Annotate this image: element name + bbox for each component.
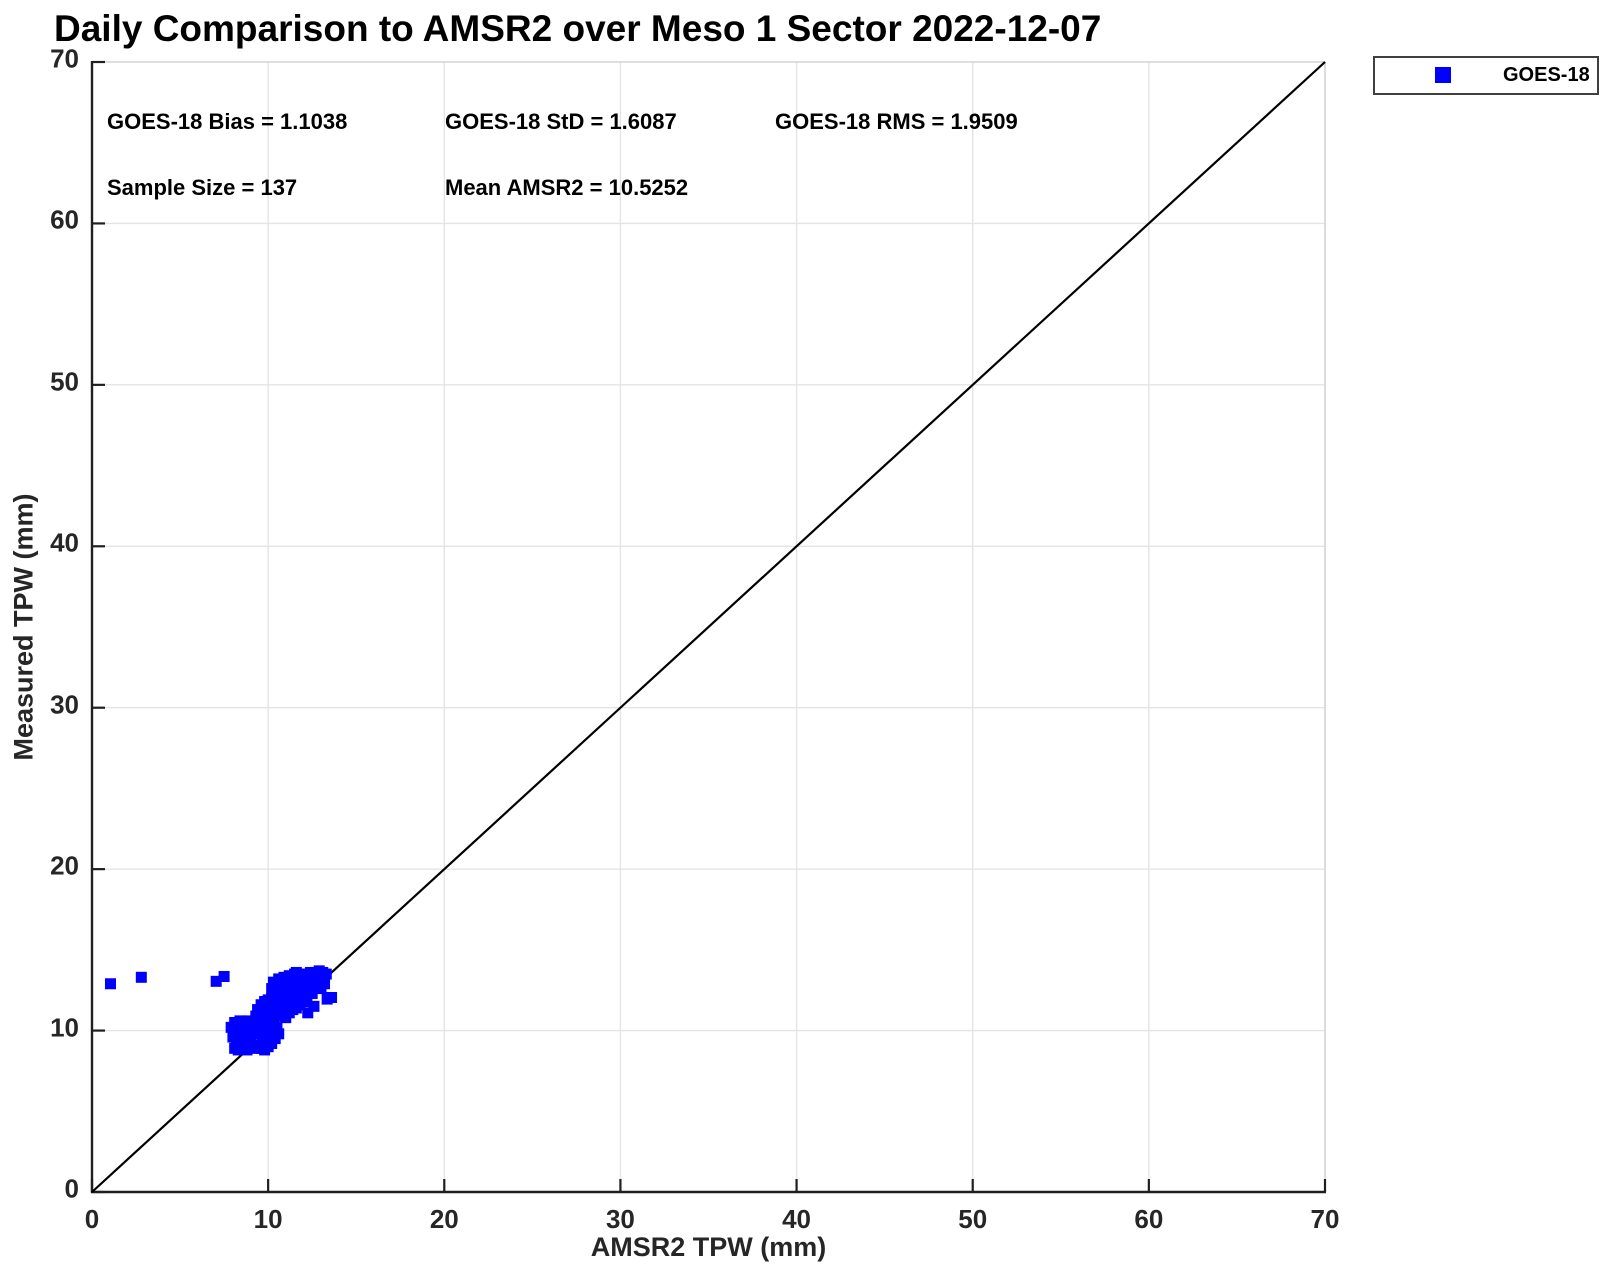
scatter-point <box>241 1044 253 1056</box>
scatter-point <box>320 968 332 980</box>
scatter-point <box>302 1007 314 1019</box>
scatter-point <box>326 991 338 1003</box>
legend-label: GOES-18 <box>1503 64 1590 86</box>
x-tick-label: 50 <box>958 1204 988 1234</box>
y-tick-label: 10 <box>50 1012 79 1043</box>
scatter-point <box>303 987 315 999</box>
y-tick-label: 50 <box>50 366 79 397</box>
scatter-point <box>308 1000 320 1012</box>
y-tick-label: 0 <box>64 1173 79 1204</box>
x-tick-label: 60 <box>1134 1204 1164 1234</box>
scatter-point <box>210 975 222 987</box>
x-tick-label: 20 <box>429 1204 459 1234</box>
x-tick-label: 40 <box>782 1204 812 1234</box>
chart-title: Daily Comparison to AMSR2 over Meso 1 Se… <box>54 8 1102 49</box>
x-tick-label: 10 <box>253 1204 283 1234</box>
stat-annotation: Mean AMSR2 = 10.5252 <box>445 175 689 200</box>
scatter-point <box>273 1028 285 1040</box>
scatter-point <box>319 978 331 990</box>
scatter-point <box>104 978 116 990</box>
stat-annotation: GOES-18 Bias = 1.1038 <box>107 109 348 134</box>
scatter-point <box>218 970 230 982</box>
y-tick-label: 40 <box>50 527 79 558</box>
x-axis-label: AMSR2 TPW (mm) <box>590 1232 827 1262</box>
y-axis-label: Measured TPW (mm) <box>8 493 39 761</box>
x-tick-label: 30 <box>605 1204 635 1234</box>
legend: GOES-18 <box>1373 56 1599 95</box>
scatter-point <box>135 971 147 983</box>
y-tick-label: 30 <box>50 689 79 720</box>
stat-annotation: GOES-18 StD = 1.6087 <box>445 109 677 134</box>
stat-annotation: Sample Size = 137 <box>107 175 298 200</box>
y-tick-label: 70 <box>50 43 79 74</box>
scatter-point <box>271 1021 283 1033</box>
goes18-square-marker-icon <box>1435 67 1451 83</box>
y-tick-label: 20 <box>50 850 79 881</box>
scatter-point <box>243 1015 255 1027</box>
x-tick-label: 70 <box>1310 1204 1340 1234</box>
scatter-point <box>278 981 290 993</box>
scatter-point <box>290 966 302 978</box>
x-tick-label: 0 <box>84 1204 100 1234</box>
stat-annotation: GOES-18 RMS = 1.9509 <box>775 109 1018 134</box>
y-tick-label: 60 <box>50 204 79 235</box>
